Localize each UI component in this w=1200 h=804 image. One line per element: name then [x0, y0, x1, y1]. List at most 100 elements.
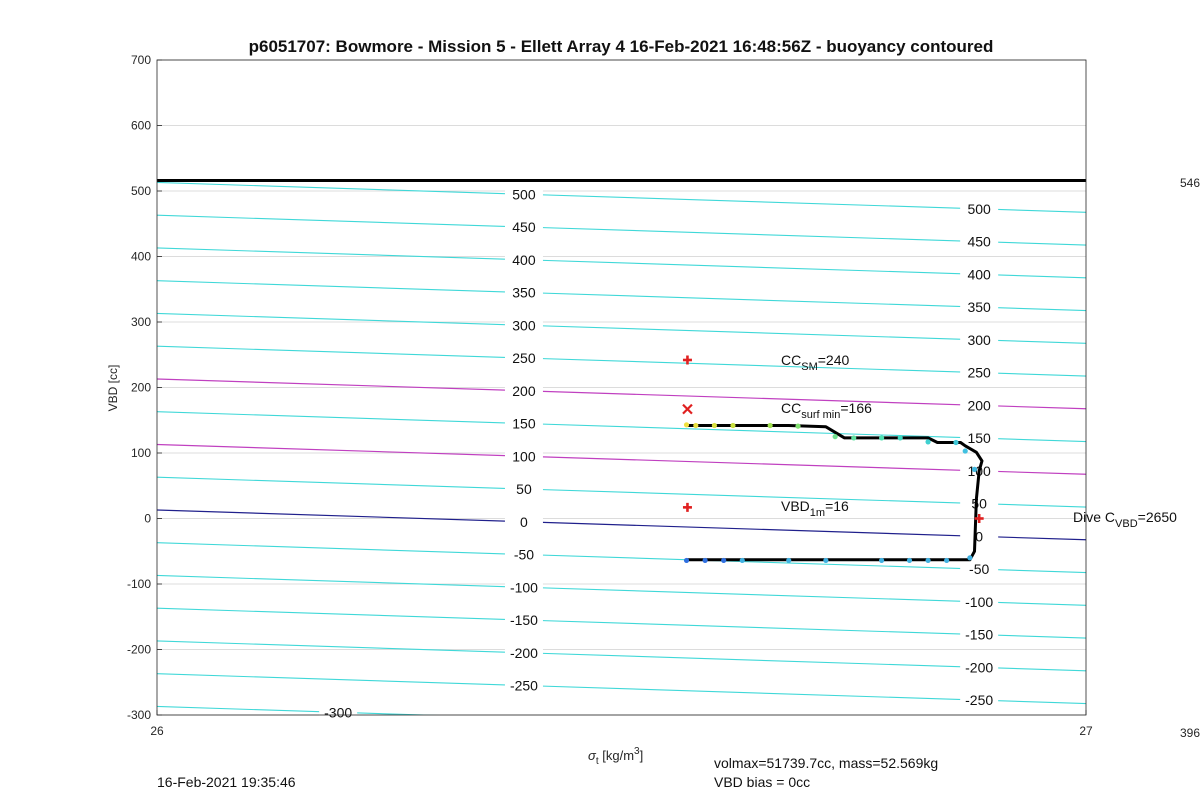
- contour-label-bg: [960, 659, 999, 675]
- contour-label: 450: [960, 233, 999, 250]
- x-label-sub: t: [596, 756, 599, 767]
- contour-label-bg: [504, 251, 543, 267]
- climb-point: [971, 466, 978, 472]
- contour-label-bg: [504, 579, 543, 595]
- footer-vbd-bias: VBD bias = 0cc: [714, 774, 810, 790]
- profile-line: [686, 424, 984, 562]
- contour-label-bg: [319, 704, 358, 720]
- dive-point: [879, 557, 885, 564]
- contour-label: -250: [960, 692, 999, 708]
- dive-point: [721, 557, 727, 564]
- contour-line: [157, 411, 1086, 443]
- contour-label: 500: [960, 200, 999, 217]
- contour-label: 350: [960, 299, 999, 315]
- contour-label-text: 450: [967, 234, 991, 250]
- dive-point: [967, 555, 973, 561]
- contour-label-bg: [960, 561, 999, 577]
- contour-line: [157, 443, 1086, 475]
- contour-label-bg: [960, 299, 999, 315]
- contour-label-bg: [504, 644, 543, 660]
- contour-label-text: 100: [512, 448, 536, 464]
- contour-label: 50: [504, 481, 543, 497]
- contour-label-text: 500: [512, 186, 536, 202]
- contour-label-bg: [504, 481, 543, 497]
- contour-label: 400: [960, 266, 999, 282]
- contour-label-bg: [960, 331, 999, 347]
- contour-label: -100: [960, 593, 999, 610]
- y-tick-label: 300: [131, 315, 151, 329]
- cc-sm-label: CCSM=240: [781, 352, 849, 373]
- contour-label: -150: [504, 612, 543, 628]
- contour-label-text: 400: [512, 252, 536, 268]
- contour-label-text: 400: [967, 266, 991, 282]
- contour-label: 200: [504, 382, 543, 399]
- contour-label-text: 150: [512, 416, 536, 432]
- contour-label-bg: [504, 284, 543, 300]
- contour-label-text: -200: [510, 645, 538, 661]
- contour-label: -50: [960, 561, 999, 577]
- contour-label-text: -250: [965, 692, 993, 708]
- contour-label-text: 300: [512, 317, 536, 333]
- vbd-1m-marker: [682, 502, 692, 512]
- markers: [682, 355, 984, 523]
- contour-label: 450: [504, 219, 543, 235]
- contour-line: [157, 247, 1086, 279]
- x-label-unit-b: ]: [640, 748, 644, 763]
- contour-label-bg: [504, 382, 543, 398]
- climb-point: [795, 423, 801, 429]
- climb-point: [962, 448, 968, 454]
- y-tick-label: 700: [131, 53, 151, 67]
- contour-label-bg: [960, 528, 999, 544]
- contour-label: 300: [504, 317, 543, 333]
- contour-label-text: 200: [512, 383, 536, 399]
- climb-point: [953, 439, 959, 446]
- contour-label: 300: [960, 331, 999, 348]
- dive-point: [944, 557, 950, 564]
- climb-point: [851, 435, 857, 441]
- contour-label-bg: [960, 495, 999, 511]
- contour-label-bg: [504, 415, 543, 431]
- contour-label: 250: [960, 364, 999, 381]
- buoyancy-contours: [157, 181, 1086, 715]
- y-tick-label: 500: [131, 184, 151, 198]
- climb-point: [897, 435, 903, 441]
- contour-label-text: 50: [971, 496, 987, 512]
- contour-label-bg: [504, 219, 543, 235]
- contour-label-bg: [504, 448, 543, 464]
- contour-label-bg: [960, 233, 999, 249]
- y-tick-label: 600: [131, 119, 151, 133]
- contour-label: -300: [319, 704, 358, 720]
- contour-line: [157, 607, 1086, 639]
- contour-label: -150: [960, 626, 999, 643]
- x-axis-ticks: 26 27: [150, 710, 1093, 738]
- contour-label: 400: [504, 251, 543, 268]
- dive-point: [786, 557, 792, 564]
- contour-label-bg: [504, 677, 543, 693]
- contour-label-bg: [960, 692, 999, 708]
- cc-surf-min-label: CCsurf min=166: [781, 400, 872, 421]
- contour-label-bg: [960, 200, 999, 216]
- contour-line: [157, 705, 440, 715]
- contour-label: -200: [960, 659, 999, 675]
- contour-label: 150: [504, 415, 543, 432]
- contour-label-bg: [504, 513, 543, 529]
- climb-point: [693, 422, 699, 429]
- y-tick-label: -200: [127, 643, 151, 657]
- contour-label-text: 500: [967, 201, 991, 217]
- y-tick-label: 200: [131, 381, 151, 395]
- contour-label: 350: [504, 284, 543, 301]
- contour-line: [157, 345, 1086, 377]
- contour-label-text: 50: [516, 481, 532, 497]
- contour-label-text: -50: [969, 561, 989, 577]
- x-label-sigma: σ: [588, 748, 597, 763]
- y-tick-label: 400: [131, 250, 151, 264]
- climb-point: [730, 422, 736, 429]
- contour-label: 150: [960, 430, 999, 446]
- contour-line: [157, 280, 1086, 312]
- contour-label-bg: [960, 266, 999, 282]
- right-label-bottom: 396: [1180, 726, 1200, 740]
- contour-label: 50: [960, 495, 999, 512]
- contour-label-text: 200: [967, 397, 991, 413]
- contour-label: -250: [504, 677, 543, 694]
- y-tick-label: -100: [127, 577, 151, 591]
